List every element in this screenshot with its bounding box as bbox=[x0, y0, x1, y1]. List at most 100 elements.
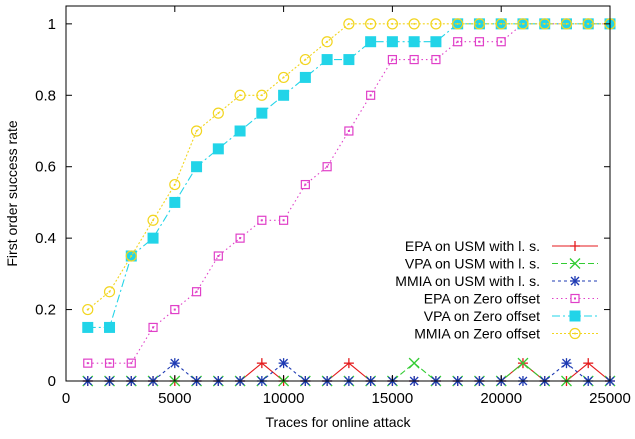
data-point bbox=[496, 37, 506, 47]
data-point bbox=[343, 18, 355, 30]
data-point bbox=[560, 18, 573, 30]
data-point bbox=[386, 36, 398, 48]
data-point bbox=[191, 161, 203, 173]
y-tick-label: 0.2 bbox=[35, 302, 56, 319]
data-point bbox=[256, 358, 267, 369]
legend-label: MMIA on USM with l. s. bbox=[395, 273, 540, 289]
legend-marker bbox=[570, 241, 580, 251]
data-point bbox=[495, 18, 507, 30]
legend-label: VPA on Zero offset bbox=[424, 308, 540, 324]
data-point bbox=[452, 18, 464, 30]
data-point bbox=[212, 107, 224, 119]
legend-marker bbox=[569, 258, 581, 269]
y-tick-label: 0.4 bbox=[35, 230, 56, 247]
data-point bbox=[190, 125, 203, 137]
axes: 0 5000 10000 15000 20000 25000 0 0.2 0.4 0.6 0.8 1 bbox=[35, 5, 631, 407]
legend-label: VPA on USM with l. s. bbox=[405, 256, 540, 272]
data-point bbox=[126, 358, 136, 368]
data-point bbox=[365, 36, 377, 48]
data-point bbox=[365, 18, 377, 30]
data-point bbox=[235, 233, 245, 243]
data-point bbox=[299, 71, 311, 83]
data-point bbox=[453, 37, 463, 47]
data-point bbox=[104, 321, 116, 333]
data-point bbox=[212, 143, 224, 155]
legend: EPA on USM with l. s. VPA on USM with l. … bbox=[395, 238, 598, 342]
data-point bbox=[561, 358, 572, 369]
data-point bbox=[234, 89, 246, 101]
data-point bbox=[431, 54, 441, 65]
data-point bbox=[322, 162, 332, 172]
data-point bbox=[82, 321, 94, 333]
data-point bbox=[408, 36, 420, 48]
data-point bbox=[83, 358, 93, 368]
data-point bbox=[104, 358, 115, 368]
x-tick-label: 25000 bbox=[589, 390, 631, 407]
data-point bbox=[234, 125, 246, 137]
data-point bbox=[256, 89, 268, 101]
legend-item: EPA on Zero offset bbox=[424, 291, 598, 307]
data-point bbox=[409, 54, 419, 65]
data-point bbox=[300, 179, 310, 190]
plot-frame bbox=[65, 5, 611, 382]
legend-marker bbox=[570, 293, 580, 304]
data-point bbox=[430, 18, 442, 30]
data-point bbox=[386, 18, 398, 30]
data-point bbox=[169, 196, 181, 208]
x-tick-label: 5000 bbox=[158, 390, 191, 407]
x-tick-label: 0 bbox=[62, 390, 70, 407]
y-axis-label: First order success rate bbox=[4, 120, 20, 266]
data-point bbox=[473, 18, 486, 30]
data-point bbox=[408, 357, 420, 369]
x-tick-label: 10000 bbox=[263, 390, 305, 407]
x-axis-label: Traces for online attack bbox=[266, 414, 412, 430]
data-point bbox=[430, 36, 442, 48]
data-point bbox=[299, 53, 311, 66]
series-6 bbox=[82, 18, 616, 316]
data-point bbox=[474, 37, 485, 47]
data-point bbox=[321, 36, 333, 48]
legend-item: VPA on Zero offset bbox=[424, 308, 598, 324]
legend-item: MMIA on USM with l. s. bbox=[395, 273, 598, 289]
data-point bbox=[387, 54, 397, 65]
legend-marker bbox=[569, 310, 581, 322]
x-tick-label: 20000 bbox=[480, 390, 522, 407]
legend-item: MMIA on Zero offset bbox=[414, 326, 598, 342]
data-point bbox=[583, 358, 594, 369]
legend-marker bbox=[569, 327, 581, 340]
y-tick-label: 0.6 bbox=[35, 159, 56, 176]
data-point bbox=[539, 18, 551, 30]
data-point bbox=[343, 358, 354, 369]
y-tick-label: 0 bbox=[48, 373, 56, 390]
data-point bbox=[169, 358, 180, 369]
data-point bbox=[344, 126, 354, 136]
data-point bbox=[148, 322, 158, 333]
data-point bbox=[169, 178, 181, 191]
data-point bbox=[170, 304, 180, 315]
data-point bbox=[191, 287, 202, 297]
legend-item: EPA on USM with l. s. bbox=[405, 238, 598, 254]
data-point bbox=[213, 251, 223, 261]
data-point bbox=[125, 250, 137, 262]
data-point bbox=[278, 89, 290, 101]
x-tick-label: 15000 bbox=[372, 390, 414, 407]
data-point bbox=[147, 232, 159, 244]
data-point bbox=[321, 54, 333, 66]
data-point bbox=[256, 107, 268, 119]
data-point bbox=[582, 18, 594, 30]
data-point bbox=[408, 18, 420, 30]
legend-item: VPA on USM with l. s. bbox=[405, 256, 598, 272]
data-point bbox=[517, 18, 529, 30]
y-tick-label: 0.8 bbox=[35, 87, 56, 104]
legend-label: EPA on Zero offset bbox=[424, 291, 540, 307]
data-point bbox=[257, 215, 267, 225]
y-tick-label: 1 bbox=[48, 16, 56, 33]
data-point bbox=[343, 54, 355, 66]
data-point bbox=[82, 303, 94, 316]
legend-label: MMIA on Zero offset bbox=[414, 326, 540, 342]
data-point bbox=[279, 215, 289, 225]
legend-marker bbox=[570, 276, 580, 286]
data-point bbox=[517, 357, 529, 369]
data-point bbox=[278, 71, 290, 84]
